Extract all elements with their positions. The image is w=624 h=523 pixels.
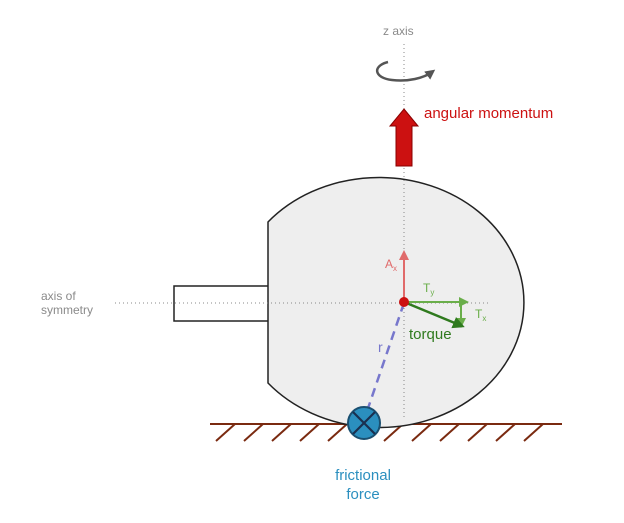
ty-label: Ty — [423, 281, 434, 297]
friction-force-icon — [347, 406, 381, 440]
frictional-force-label-line1: frictional — [335, 467, 391, 484]
torque-label: torque — [409, 326, 452, 343]
axis-of-symmetry-label-line1: axis of — [41, 289, 76, 303]
tx-label: Tx — [475, 307, 486, 323]
frictional-force-label-line2: force — [346, 486, 379, 503]
center-point — [399, 297, 409, 307]
radius-line — [362, 302, 406, 421]
axis-of-symmetry-label-line2: symmetry — [41, 303, 93, 317]
z-axis-label: z axis — [383, 24, 414, 38]
torque-vector — [403, 300, 465, 329]
rotation-arrow-icon — [376, 60, 436, 82]
gyroscope-body — [267, 176, 525, 429]
r-label: r — [378, 339, 383, 355]
angular-momentum-arrow — [388, 108, 420, 167]
angular-momentum-label: angular momentum — [424, 105, 553, 122]
a-label: Ax — [385, 257, 397, 273]
